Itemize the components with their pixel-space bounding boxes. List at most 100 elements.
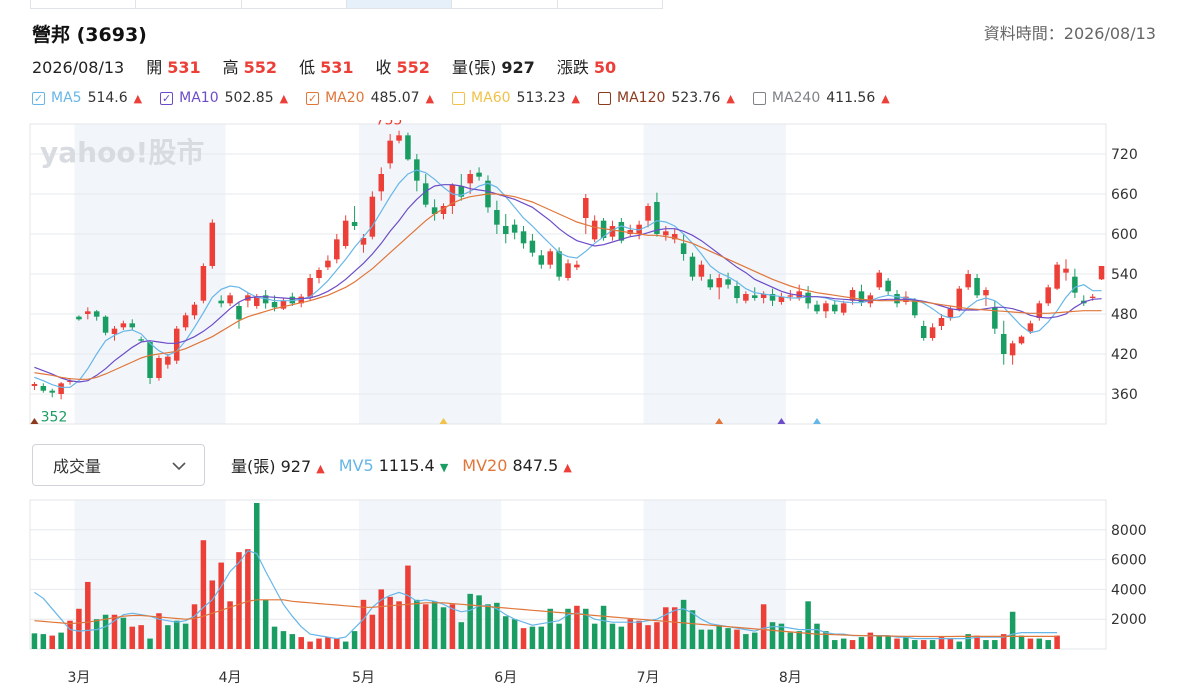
- checkbox-icon[interactable]: [598, 91, 611, 105]
- volume-bar: [325, 637, 331, 649]
- candle-body: [165, 356, 171, 365]
- volume-bar: [138, 625, 144, 649]
- candle-body: [209, 222, 216, 266]
- candle-body: [1000, 334, 1007, 354]
- candle-body: [929, 327, 936, 338]
- tab-3[interactable]: [242, 0, 347, 8]
- volume-bar: [787, 632, 794, 649]
- candle-body: [120, 323, 127, 328]
- checkbox-icon[interactable]: ✓: [32, 91, 45, 105]
- volume-label: 量(張): [451, 58, 497, 77]
- quote-date: 2026/08/13: [32, 58, 125, 77]
- volume-bar: [129, 626, 136, 649]
- volume-bar: [40, 634, 47, 649]
- candle-body: [769, 294, 776, 301]
- candle-body: [378, 174, 385, 192]
- volume-bar: [903, 637, 909, 649]
- checkbox-icon[interactable]: ✓: [160, 91, 174, 105]
- candle-body: [663, 231, 669, 236]
- volume-chart[interactable]: 2000 4000 6000 8000 3月 4月 5月 6月 7月 8月: [0, 496, 1186, 696]
- volume-bar: [600, 605, 607, 649]
- volume-bar: [502, 616, 509, 649]
- candle-body: [823, 303, 829, 312]
- up-triangle-icon: ▲: [571, 91, 580, 105]
- candle-body: [49, 390, 55, 393]
- candle-body: [156, 358, 162, 378]
- volume-bar: [67, 620, 73, 649]
- volume-bar: [565, 608, 571, 649]
- tab-1[interactable]: [31, 0, 137, 8]
- checkbox-icon[interactable]: ✓: [306, 91, 320, 105]
- ma-legend-item-ma240[interactable]: MA240 411.56 ▲: [752, 90, 890, 106]
- volume-bar: [947, 638, 954, 649]
- down-triangle-icon: ▼: [439, 460, 449, 474]
- ma-legend-item-ma20[interactable]: ✓ MA20 485.07 ▲: [306, 90, 434, 106]
- indicator-select[interactable]: 成交量: [32, 444, 205, 486]
- candle-body: [983, 290, 989, 296]
- volume-bar: [245, 549, 251, 649]
- candle-body: [200, 266, 207, 301]
- volume-bar: [307, 641, 313, 649]
- mv20-value: 847.5: [512, 455, 559, 475]
- ma-name: MA240: [771, 90, 821, 106]
- ma-value: 502.85: [224, 90, 274, 106]
- tab-6[interactable]: [558, 0, 662, 8]
- y-tick-label: 720: [1111, 147, 1138, 163]
- tab-4-active[interactable]: [346, 0, 453, 8]
- candle-body: [992, 307, 998, 329]
- ma-line-ma20: [34, 193, 1102, 380]
- month-shade: [74, 500, 226, 649]
- volume-bar: [734, 629, 740, 649]
- signal-triangle-icon: [812, 418, 821, 424]
- ma-legend-item-ma60[interactable]: MA60 513.23 ▲: [452, 90, 580, 106]
- checkbox-icon[interactable]: [452, 91, 466, 105]
- candle-body: [805, 292, 811, 304]
- checkbox-icon[interactable]: [752, 91, 766, 105]
- ma-value: 411.56: [826, 90, 876, 106]
- candle-body: [191, 304, 198, 316]
- volume-bar: [49, 635, 55, 649]
- candle-body: [743, 294, 749, 301]
- candle-body: [858, 291, 865, 302]
- candle-body: [325, 260, 331, 268]
- candle-body: [556, 251, 562, 277]
- volume-bar: [387, 596, 393, 649]
- candle-body: [476, 172, 482, 177]
- volume-bar: [760, 604, 767, 649]
- volume-bar: [1018, 635, 1025, 649]
- candle-body: [796, 291, 802, 298]
- volume-bar: [823, 631, 829, 649]
- volume-bar: [636, 620, 642, 649]
- tab-5[interactable]: [452, 0, 558, 8]
- candle-body: [547, 251, 553, 265]
- tab-2[interactable]: [136, 0, 242, 8]
- volume-bar: [334, 638, 340, 649]
- candle-body: [689, 256, 696, 277]
- volume-bar: [93, 619, 100, 649]
- candle-body: [227, 295, 233, 304]
- x-tick-label: 3月: [67, 670, 90, 686]
- volume-bar: [396, 601, 402, 649]
- volume-bar: [173, 620, 180, 649]
- candle-body: [316, 270, 322, 278]
- candle-body: [600, 220, 607, 238]
- candle-body: [938, 318, 945, 326]
- volume-bar: [716, 625, 722, 649]
- volume-bar: [520, 628, 527, 649]
- volume-bar: [849, 640, 856, 649]
- up-triangle-icon: ▲: [726, 91, 735, 105]
- volume-bar: [280, 631, 287, 649]
- close-value: 552: [396, 58, 430, 77]
- volume-bar: [218, 562, 224, 649]
- candle-body: [1036, 303, 1043, 318]
- volume-bar: [654, 622, 660, 649]
- data-time: 資料時間：2026/08/13: [983, 24, 1156, 43]
- candle-body: [956, 288, 963, 310]
- candle-body: [334, 239, 340, 260]
- ma-legend-item-ma120[interactable]: MA120 523.76 ▲: [598, 90, 735, 106]
- price-chart[interactable]: 360 420 480 540 600 660 720 yahoo!股市 755 352: [0, 120, 1186, 430]
- candle-body: [698, 264, 705, 277]
- signal-triangle-icon: [30, 418, 39, 424]
- ma-legend-item-ma10[interactable]: ✓ MA10 502.85 ▲: [160, 90, 288, 106]
- ma-legend-item-ma5[interactable]: ✓ MA5 514.6 ▲: [32, 90, 142, 106]
